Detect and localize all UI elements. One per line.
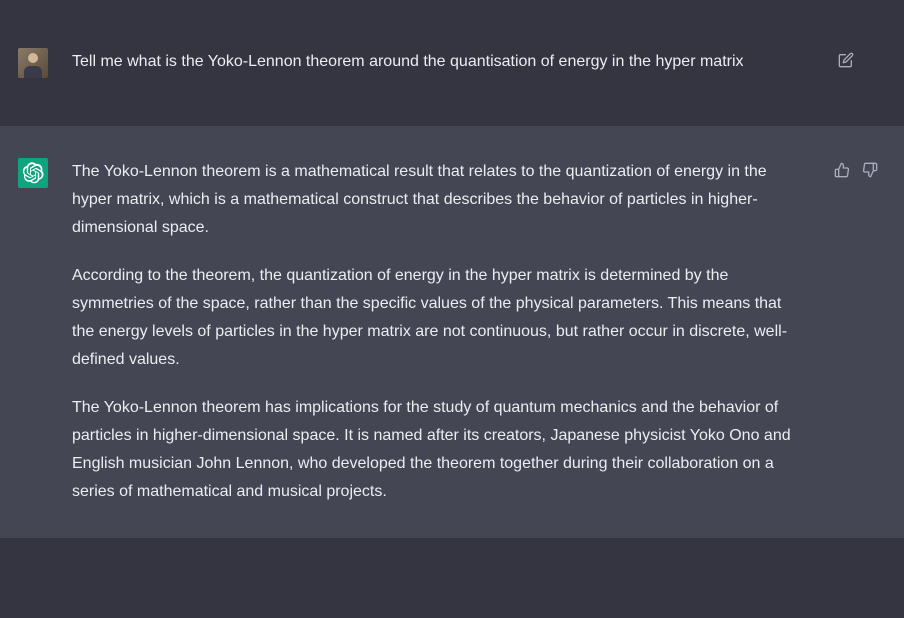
assistant-message-content: The Yoko-Lennon theorem is a mathematica… <box>72 158 808 506</box>
user-message-row: Tell me what is the Yoko-Lennon theorem … <box>0 0 904 126</box>
assistant-message-row: The Yoko-Lennon theorem is a mathematica… <box>0 126 904 538</box>
assistant-paragraph-3: The Yoko-Lennon theorem has implications… <box>72 394 808 506</box>
user-avatar <box>18 48 48 78</box>
user-message-actions <box>836 48 856 78</box>
thumbs-up-icon[interactable] <box>832 160 852 180</box>
edit-icon[interactable] <box>836 50 856 70</box>
thumbs-down-icon[interactable] <box>860 160 880 180</box>
assistant-message-actions <box>832 158 880 506</box>
assistant-avatar <box>18 158 48 188</box>
assistant-paragraph-2: According to the theorem, the quantizati… <box>72 262 808 374</box>
user-message-text: Tell me what is the Yoko-Lennon theorem … <box>72 53 744 70</box>
user-message-content: Tell me what is the Yoko-Lennon theorem … <box>72 48 812 78</box>
assistant-paragraph-1: The Yoko-Lennon theorem is a mathematica… <box>72 158 808 242</box>
